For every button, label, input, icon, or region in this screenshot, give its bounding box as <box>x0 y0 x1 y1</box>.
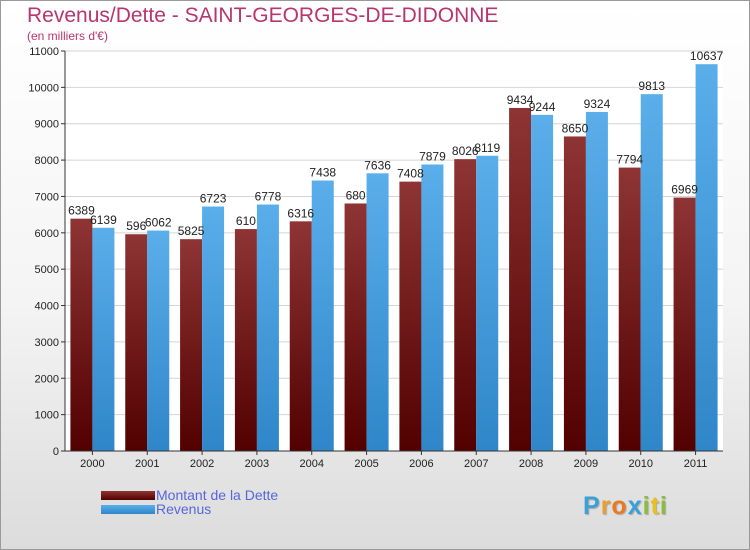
y-tick-label: 11000 <box>29 46 59 58</box>
bar-debt <box>509 107 532 451</box>
data-label-debt: 9434 <box>507 93 534 107</box>
y-tick-label: 10000 <box>28 82 59 94</box>
proxiti-logo: Proxiti <box>583 492 668 521</box>
axis-layer: 0 1000 2000 3000 4000 5000 6000 7000 8000 9000 100… <box>28 46 723 470</box>
y-tick-label: 7000 <box>35 191 59 203</box>
bar-revenus <box>311 180 334 451</box>
bar-revenus <box>695 64 718 451</box>
y-tick-label: 8000 <box>35 155 59 167</box>
bar-revenus <box>531 114 554 451</box>
x-tick-label: 2004 <box>300 458 324 470</box>
data-label-debt: 8650 <box>562 121 589 135</box>
plot-area <box>65 51 723 451</box>
x-tick-label: 2005 <box>354 458 378 470</box>
x-tick-label: 2001 <box>135 458 159 470</box>
x-tick-label: 2002 <box>190 458 214 470</box>
chart-title: Revenus/Dette - SAINT-GEORGES-DE-DIDONNE <box>27 4 499 27</box>
bar-revenus <box>147 230 170 451</box>
y-tick-label: 6000 <box>35 228 59 240</box>
bar-revenus <box>585 111 608 451</box>
y-tick-label: 5000 <box>35 264 59 276</box>
y-tick-label: 4000 <box>35 301 59 313</box>
bar-revenus <box>202 206 225 451</box>
bar-revenus <box>256 204 279 451</box>
logo-letter: o <box>611 492 628 520</box>
x-tick-label: 2007 <box>464 458 488 470</box>
bar-revenus <box>476 155 499 451</box>
chart-subtitle: (en milliers d'€) <box>27 29 108 43</box>
y-tick-label: 0 <box>53 446 59 458</box>
logo-letter: i <box>659 492 668 520</box>
bar-revenus <box>640 94 663 451</box>
bar-debt <box>563 136 586 452</box>
data-label-revenus: 6778 <box>255 190 282 204</box>
data-label-revenus: 9813 <box>638 79 665 93</box>
x-tick-label: 2000 <box>80 458 104 470</box>
data-label-revenus: 6139 <box>90 213 117 227</box>
legend-swatch-revenus <box>101 505 155 514</box>
x-tick-label: 2003 <box>245 458 269 470</box>
bar-revenus <box>92 227 115 451</box>
x-tick-label: 2011 <box>684 458 708 470</box>
data-label-revenus: 7636 <box>364 158 391 172</box>
data-label-debt: 5825 <box>178 224 205 238</box>
data-label-debt: 596 <box>126 219 146 233</box>
logo-letter: t <box>650 492 660 520</box>
data-label-revenus: 10637 <box>690 49 724 63</box>
data-label-debt: 7794 <box>616 153 643 167</box>
logo-letter: i <box>642 492 651 520</box>
y-tick-label: 2000 <box>35 373 59 385</box>
data-label-revenus: 6062 <box>145 216 172 230</box>
bar-debt <box>618 167 641 451</box>
data-label-revenus: 6723 <box>200 192 227 206</box>
logo-letter: r <box>600 492 612 520</box>
bar-debt <box>70 218 93 451</box>
y-tick-label: 3000 <box>35 337 59 349</box>
bars-layer <box>70 64 718 452</box>
data-label-debt: 6389 <box>68 204 95 218</box>
bar-debt <box>399 181 422 452</box>
grid-layer <box>65 50 723 452</box>
y-tick-label: 9000 <box>35 119 59 131</box>
x-tick-label: 2008 <box>519 458 543 470</box>
data-label-debt: 610 <box>236 214 256 228</box>
data-label-debt: 6316 <box>287 206 314 220</box>
legend-label-debt: Montant de la Dette <box>156 487 279 503</box>
y-tick-label: 1000 <box>35 410 59 422</box>
bar-revenus <box>421 164 444 451</box>
data-label-revenus: 9324 <box>584 97 611 111</box>
bar-debt <box>180 239 203 451</box>
bar-debt <box>344 203 367 451</box>
data-label-revenus: 7438 <box>309 166 336 180</box>
data-label-revenus: 8119 <box>474 141 500 155</box>
x-tick-label: 2006 <box>409 458 433 470</box>
bar-debt <box>125 234 148 451</box>
legend-label-revenus: Revenus <box>156 501 212 517</box>
bar-debt <box>673 197 696 451</box>
bar-debt <box>454 159 477 452</box>
logo-letter: x <box>627 492 643 520</box>
legend-swatch-debt <box>101 491 155 500</box>
data-label-debt: 7408 <box>397 167 424 181</box>
bar-debt <box>289 221 312 451</box>
bar-revenus <box>366 173 389 451</box>
logo-letter: P <box>583 492 601 520</box>
data-label-revenus: 7879 <box>419 149 446 163</box>
data-label-revenus: 9244 <box>529 100 556 114</box>
bar-debt <box>234 229 257 451</box>
x-tick-label: 2009 <box>574 458 598 470</box>
data-label-debt: 6969 <box>671 183 698 197</box>
data-label-debt: 8026 <box>452 144 479 158</box>
x-tick-label: 2010 <box>629 458 653 470</box>
data-label-debt: 680 <box>346 188 366 202</box>
